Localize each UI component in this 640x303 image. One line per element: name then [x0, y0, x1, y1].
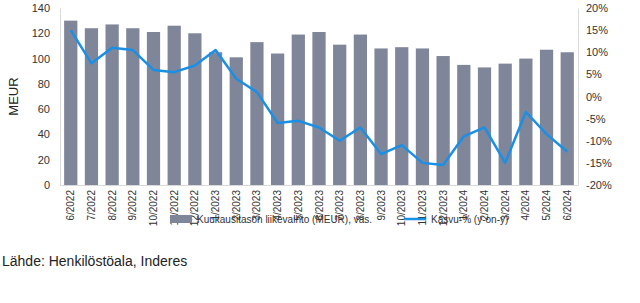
tick-label: 100: [32, 53, 50, 65]
tick: -20%: [578, 179, 612, 191]
tick: 80: [38, 78, 60, 90]
tick-label: -10%: [586, 135, 612, 147]
tick-label: 60: [38, 103, 50, 115]
tick: 20%: [578, 2, 608, 14]
tick-label: 5/2024: [541, 190, 552, 221]
bar: [333, 45, 346, 185]
legend-swatch: [170, 215, 192, 223]
tick-label: 10/2022: [148, 190, 159, 227]
tick: 40: [38, 128, 60, 140]
tick-label: 9/2022: [127, 190, 138, 221]
bar: [209, 52, 222, 185]
legend-label: Kuukausitason liikevaihto (MEUR), vas.: [197, 214, 372, 225]
tick: 60: [38, 103, 60, 115]
bar: [64, 21, 77, 185]
legend-item: Kuukausitason liikevaihto (MEUR), vas.: [170, 214, 372, 225]
y-axis: 0 20 40 60 80 100 120 140: [32, 2, 61, 191]
line: [71, 30, 567, 165]
bar: [540, 50, 553, 185]
tick: 6/2022: [65, 185, 76, 221]
tick-label: 10%: [586, 46, 608, 58]
tick: 120: [32, 27, 60, 39]
bar: [561, 52, 574, 185]
tick-label: -15%: [586, 157, 612, 169]
tick: 15%: [578, 24, 608, 36]
bar: [354, 35, 367, 185]
marks: [64, 21, 574, 185]
chart: 0 20 40 60 80 100 120 140 -20% -15% -10% -5% 0% 5% 10%…: [0, 0, 640, 303]
bar: [85, 28, 98, 185]
legend-label: Kasvu-% (y-on-y): [431, 214, 508, 225]
legend-swatch: [404, 218, 426, 221]
bar: [457, 65, 470, 185]
tick-label: -20%: [586, 179, 612, 191]
bar: [188, 33, 201, 185]
tick: -5%: [578, 113, 606, 125]
tick-label: 120: [32, 27, 50, 39]
bar: [292, 35, 305, 185]
axis-line: [60, 9, 61, 186]
tick-label: 15%: [586, 24, 608, 36]
axis-line: [61, 185, 579, 186]
tick-label: 0: [44, 179, 50, 191]
tick-label: 4/2024: [520, 190, 531, 221]
tick-label: 40: [38, 128, 50, 140]
tick-label: -5%: [586, 113, 606, 125]
bar: [230, 57, 243, 185]
bar: [271, 54, 284, 185]
x-axis: 6/20227/20228/20229/202210/202211/202212…: [61, 185, 579, 226]
y2-axis: -20% -15% -10% -5% 0% 5% 10% 15% 20%: [578, 2, 612, 191]
tick-label: 20: [38, 154, 50, 166]
axis-line: [578, 9, 579, 186]
tick-label: 7/2022: [86, 190, 97, 221]
tick: -10%: [578, 135, 612, 147]
legend-item: Kasvu-% (y-on-y): [404, 214, 508, 225]
plot: 0 20 40 60 80 100 120 140 -20% -15% -10% -5% 0% 5% 10%…: [32, 2, 612, 226]
bar: [499, 64, 512, 185]
tick: 8/2022: [107, 185, 118, 221]
bar: [312, 32, 325, 185]
tick: 5/2024: [541, 185, 552, 221]
tick-label: 20%: [586, 2, 608, 14]
tick: 7/2022: [86, 185, 97, 221]
bar: [250, 42, 263, 185]
legend: Kuukausitason liikevaihto (MEUR), vas. Ka…: [170, 214, 508, 225]
tick: 140: [32, 2, 60, 14]
tick-label: 0%: [586, 91, 602, 103]
tick: -15%: [578, 157, 612, 169]
tick: 10%: [578, 46, 608, 58]
tick: 0: [44, 179, 60, 191]
tick-label: 6/2024: [562, 190, 573, 221]
bar: [147, 32, 160, 185]
bar: [478, 67, 491, 185]
bar: [168, 26, 181, 185]
bar: [395, 47, 408, 185]
tick-label: 140: [32, 2, 50, 14]
tick-label: 5%: [586, 68, 602, 80]
tick: 20: [38, 154, 60, 166]
tick: 6/2024: [562, 185, 573, 221]
annotation: Lähde: Henkilöstöala, Inderes: [2, 253, 187, 269]
tick: 5%: [578, 68, 602, 80]
y-axis-title: MEUR: [6, 77, 21, 115]
bar: [374, 48, 387, 185]
tick: 9/2023: [376, 185, 387, 221]
tick-label: 9/2023: [376, 190, 387, 221]
tick-label: 80: [38, 78, 50, 90]
tick-label: 6/2022: [65, 190, 76, 221]
tick: 9/2022: [127, 185, 138, 221]
tick: 4/2024: [520, 185, 531, 221]
tick: 100: [32, 53, 60, 65]
tick: 10/2022: [148, 185, 159, 226]
tick-label: 10/2023: [396, 190, 407, 227]
tick-label: 8/2022: [107, 190, 118, 221]
tick: 0%: [578, 91, 602, 103]
